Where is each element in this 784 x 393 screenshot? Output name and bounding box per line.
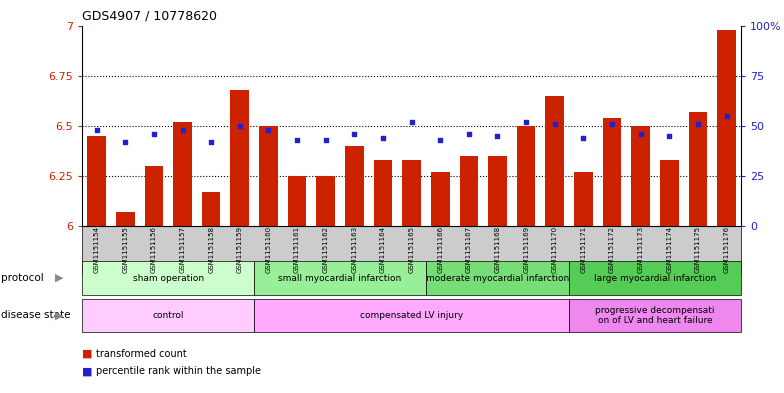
Text: GSM1151171: GSM1151171 (580, 226, 586, 273)
Point (319, 137, 332, 143)
Bar (144, 166, 163, 226)
Text: GSM1151175: GSM1151175 (695, 226, 701, 273)
Bar (631, 126, 650, 226)
Bar (603, 118, 622, 226)
Point (90, 127, 103, 133)
Text: progressive decompensati
on of LV and heart failure: progressive decompensati on of LV and he… (595, 306, 715, 325)
Bar (459, 156, 478, 226)
Point (376, 135, 389, 141)
Point (634, 130, 647, 137)
Text: large myocardial infarction: large myocardial infarction (593, 274, 716, 283)
Text: disease state: disease state (1, 310, 71, 320)
Text: protocol: protocol (1, 273, 44, 283)
Text: moderate myocardial infarction: moderate myocardial infarction (426, 274, 569, 283)
Text: GSM1151164: GSM1151164 (380, 226, 386, 273)
Text: GDS4907 / 10778620: GDS4907 / 10778620 (82, 10, 217, 23)
Bar (345, 146, 364, 226)
Text: GSM1151156: GSM1151156 (151, 226, 157, 273)
Point (348, 130, 361, 137)
Point (549, 121, 561, 127)
Point (720, 112, 733, 119)
Point (119, 139, 132, 145)
Point (291, 137, 303, 143)
Text: GSM1151155: GSM1151155 (122, 226, 129, 273)
Text: ▶: ▶ (56, 273, 64, 283)
Text: GSM1151168: GSM1151168 (495, 226, 500, 273)
Text: GSM1151161: GSM1151161 (294, 226, 300, 273)
Point (577, 135, 590, 141)
Bar (574, 172, 593, 226)
Point (176, 127, 189, 133)
Text: GSM1151162: GSM1151162 (323, 226, 328, 273)
Text: GSM1151170: GSM1151170 (552, 226, 557, 273)
Bar (201, 192, 220, 226)
Bar (317, 176, 335, 226)
Bar (116, 212, 135, 226)
Text: ▶: ▶ (56, 310, 64, 320)
Bar (230, 90, 249, 226)
Point (205, 139, 217, 145)
Text: GSM1151173: GSM1151173 (637, 226, 644, 273)
Point (262, 127, 274, 133)
Point (606, 121, 619, 127)
Bar (688, 112, 707, 226)
Bar (488, 156, 506, 226)
Text: GSM1151154: GSM1151154 (93, 226, 100, 273)
Bar (717, 29, 736, 226)
Text: GSM1151174: GSM1151174 (666, 226, 673, 273)
Bar (431, 172, 449, 226)
Bar (374, 160, 392, 226)
Point (663, 132, 676, 139)
Text: GSM1151167: GSM1151167 (466, 226, 472, 273)
Bar (402, 160, 421, 226)
Bar (87, 136, 106, 226)
Text: GSM1151159: GSM1151159 (237, 226, 243, 273)
Text: GSM1151157: GSM1151157 (180, 226, 186, 273)
Text: small myocardial infarction: small myocardial infarction (278, 274, 401, 283)
Text: GSM1151172: GSM1151172 (609, 226, 615, 273)
Bar (288, 176, 307, 226)
Bar (173, 122, 192, 226)
Point (434, 137, 447, 143)
Text: GSM1151158: GSM1151158 (209, 226, 214, 273)
Bar (260, 126, 278, 226)
Text: GSM1151160: GSM1151160 (266, 226, 271, 273)
Point (691, 121, 704, 127)
Point (463, 130, 475, 137)
Text: GSM1151169: GSM1151169 (523, 226, 529, 273)
Text: ■: ■ (82, 349, 93, 359)
Text: transformed count: transformed count (96, 349, 187, 359)
Text: GSM1151165: GSM1151165 (408, 226, 415, 273)
Point (405, 119, 418, 125)
Bar (517, 126, 535, 226)
Text: control: control (152, 311, 184, 320)
Point (492, 132, 504, 139)
Text: GSM1151176: GSM1151176 (724, 226, 730, 273)
Point (520, 119, 532, 125)
Bar (546, 95, 564, 226)
Text: compensated LV injury: compensated LV injury (360, 311, 463, 320)
Point (234, 123, 246, 129)
Text: percentile rank within the sample: percentile rank within the sample (96, 366, 260, 376)
Text: GSM1151166: GSM1151166 (437, 226, 443, 273)
Text: ■: ■ (82, 366, 93, 376)
Bar (660, 160, 679, 226)
Text: sham operation: sham operation (132, 274, 204, 283)
Point (147, 130, 160, 137)
Text: GSM1151163: GSM1151163 (351, 226, 358, 273)
